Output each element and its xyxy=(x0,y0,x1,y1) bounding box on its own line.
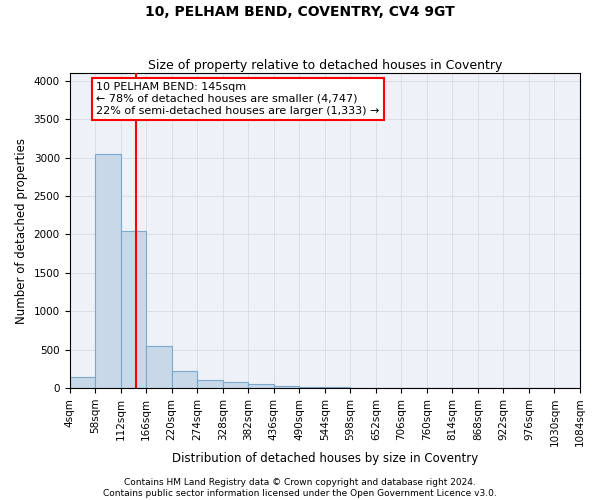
X-axis label: Distribution of detached houses by size in Coventry: Distribution of detached houses by size … xyxy=(172,452,478,465)
Text: Contains HM Land Registry data © Crown copyright and database right 2024.
Contai: Contains HM Land Registry data © Crown c… xyxy=(103,478,497,498)
Bar xyxy=(95,154,121,388)
Bar xyxy=(70,376,95,388)
Bar xyxy=(248,384,274,388)
Title: Size of property relative to detached houses in Coventry: Size of property relative to detached ho… xyxy=(148,59,502,72)
Bar xyxy=(172,371,197,388)
Y-axis label: Number of detached properties: Number of detached properties xyxy=(15,138,28,324)
Bar xyxy=(197,380,223,388)
Text: 10, PELHAM BEND, COVENTRY, CV4 9GT: 10, PELHAM BEND, COVENTRY, CV4 9GT xyxy=(145,5,455,19)
Bar xyxy=(146,346,172,388)
Bar xyxy=(274,386,299,388)
Text: 10 PELHAM BEND: 145sqm
← 78% of detached houses are smaller (4,747)
22% of semi-: 10 PELHAM BEND: 145sqm ← 78% of detached… xyxy=(97,82,380,116)
Bar xyxy=(121,230,146,388)
Bar xyxy=(223,382,248,388)
